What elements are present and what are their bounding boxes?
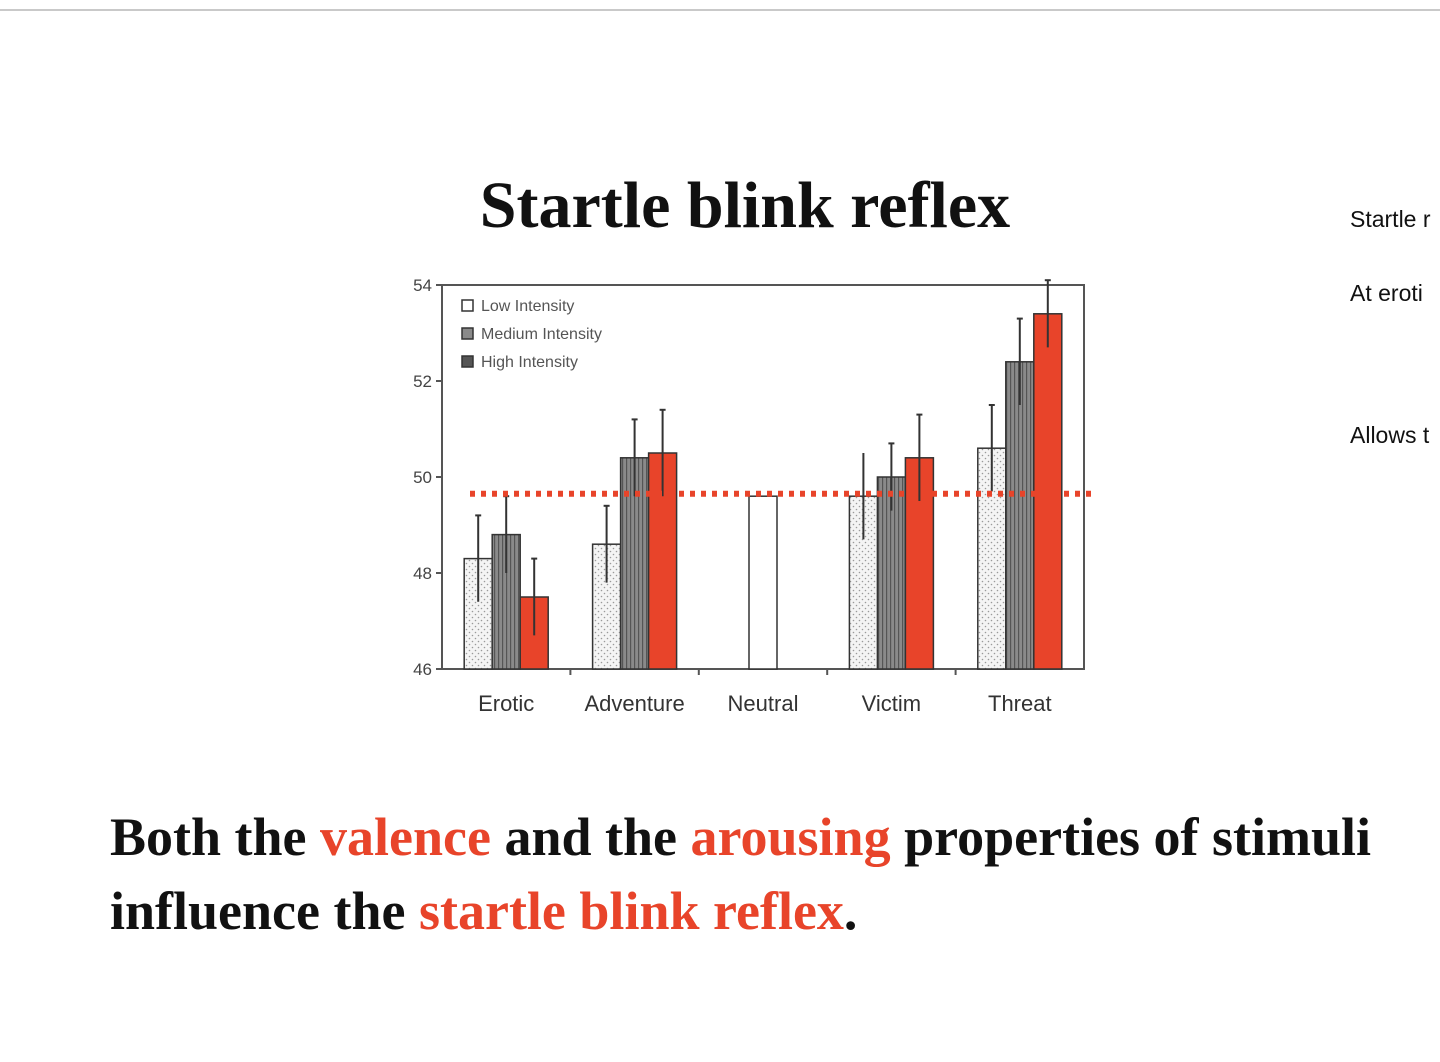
x-tick-label: Erotic	[478, 691, 534, 716]
note-line-3: Allows t	[1350, 422, 1430, 448]
caption-text-1: Both the	[110, 807, 321, 867]
caption-highlight-arousing: arousing	[690, 807, 891, 867]
note-line-2: At eroti	[1350, 280, 1423, 306]
caption-text-3: properties of stimuli influence the	[110, 807, 1372, 941]
slide-caption: Both the valence and the arousing proper…	[110, 800, 1410, 948]
legend-swatch	[461, 327, 474, 340]
startle-chart: 46 48 50 52 54 Erotic Adventure Neutral Victim Th…	[390, 265, 1100, 725]
legend-label: High Intensity	[481, 354, 578, 371]
caption-highlight-startle: startle blink reflex	[418, 881, 844, 941]
y-tick-label: 48	[413, 564, 432, 583]
y-tick-label: 54	[413, 276, 432, 295]
legend-swatch	[461, 299, 474, 312]
slide-title: Startle blink reflex	[479, 169, 1011, 242]
x-tick-label: Neutral	[728, 691, 799, 716]
bar-neutral-baseline	[748, 495, 778, 670]
bar-chart-svg: 46 48 50 52 54 Erotic Adventure Neutral Victim Th…	[413, 276, 1096, 716]
legend-swatch	[461, 355, 474, 368]
top-divider	[0, 9, 1440, 11]
x-tick-label: Threat	[988, 691, 1052, 716]
caption-text-2: and the	[490, 807, 691, 867]
x-tick-label: Victim	[862, 691, 922, 716]
y-tick-label: 50	[413, 468, 432, 487]
legend-label: Medium Intensity	[481, 326, 602, 343]
note-line-1: Startle r	[1350, 206, 1431, 232]
caption-text-4: .	[843, 881, 858, 941]
y-tick-label: 46	[413, 660, 432, 679]
legend-label: Low Intensity	[481, 298, 574, 315]
x-tick-label: Adventure	[584, 691, 684, 716]
bar-medium-intensity-threat	[1005, 361, 1035, 670]
y-tick-label: 52	[413, 372, 432, 391]
caption-highlight-valence: valence	[320, 807, 491, 867]
speaker-notes-panel: Startle r At eroti Allows t	[1350, 200, 1440, 500]
